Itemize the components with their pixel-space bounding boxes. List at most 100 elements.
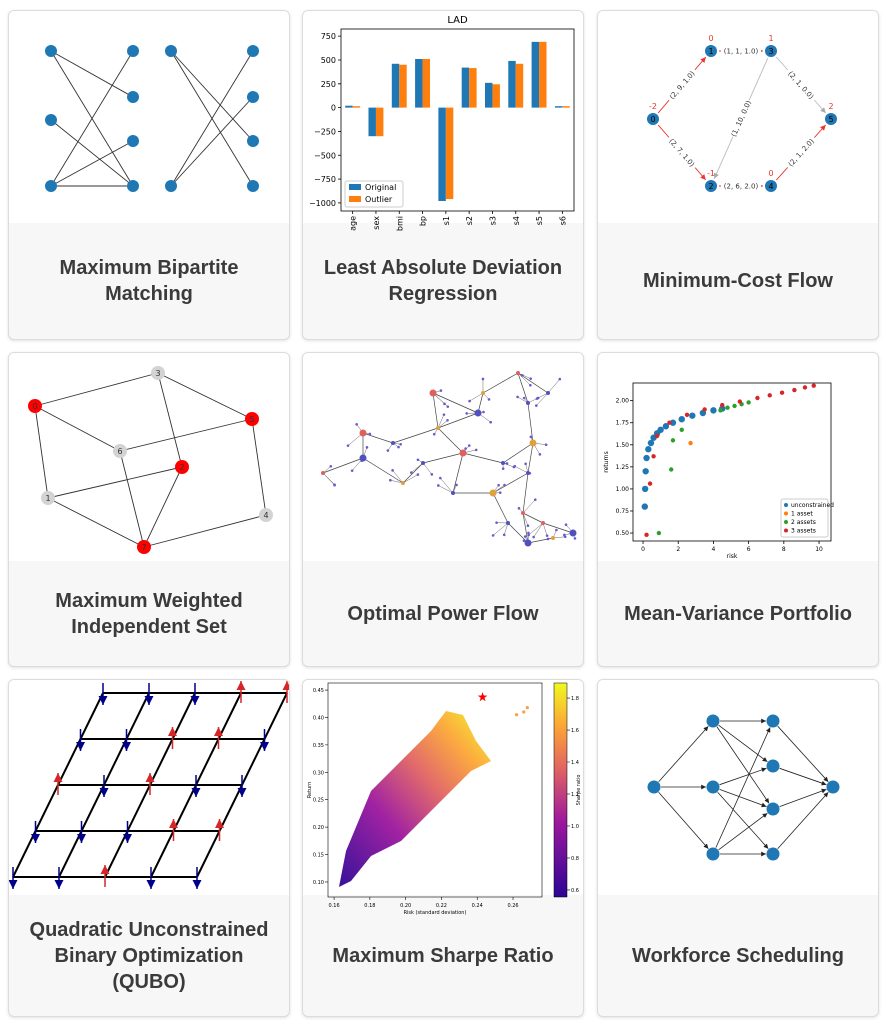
node — [28, 399, 42, 413]
edge-label-bg — [665, 66, 699, 104]
bar — [508, 60, 516, 108]
edge — [34, 405, 121, 452]
scatter-point — [670, 438, 676, 443]
scatter-point — [668, 467, 674, 472]
y-tick-label: 0.15 — [313, 853, 324, 859]
thumbnail-drawing — [45, 45, 259, 192]
bus — [502, 533, 506, 537]
example-card[interactable]: 0 1 2 3 4 5 6 7 Maximum Weighted Independent Set — [8, 352, 290, 667]
scatter-point — [651, 454, 656, 459]
bus — [526, 401, 530, 405]
bus — [333, 483, 336, 487]
edge — [779, 767, 827, 786]
scatter-point — [644, 532, 649, 538]
scatter-point — [642, 468, 649, 475]
legend-label: Original — [365, 183, 396, 192]
scatter-point — [645, 446, 652, 453]
line — [522, 499, 536, 514]
node — [45, 114, 57, 126]
scatter-point — [654, 433, 660, 439]
line — [462, 452, 504, 464]
line — [390, 479, 404, 484]
bus — [529, 439, 537, 447]
line — [547, 378, 560, 394]
supply-label: 2 — [828, 102, 833, 111]
bus — [529, 383, 532, 387]
bar — [469, 68, 477, 108]
node-label: 7 — [141, 543, 146, 552]
x-tick-label: 0.24 — [472, 903, 483, 909]
node-label: 4 — [768, 182, 773, 191]
example-card[interactable]: Quadratic Unconstrained Binary Optimizat… — [8, 679, 290, 1017]
edge — [50, 119, 134, 187]
scatter-point — [732, 403, 737, 409]
example-card[interactable]: 0 2 4 6 8 10 0.50 0.75 1.00 1.25 1.50 1.75 2.00 risk r… — [597, 352, 879, 667]
card-title: Minimum-Cost Flow — [643, 270, 833, 292]
example-card[interactable]: 0.16 0.18 0.20 0.22 0.24 0.26 0.10 0.15 0.20 0.25… — [302, 679, 584, 1017]
bus — [522, 539, 526, 543]
x-tick-label: 4 — [712, 546, 716, 553]
bus — [399, 442, 402, 446]
scatter-cloud — [339, 711, 491, 887]
edge-label: (2, 1, 0.0) — [786, 70, 815, 101]
legend-label: unconstrained — [791, 502, 834, 509]
line — [522, 512, 544, 524]
node — [247, 45, 259, 57]
node — [766, 714, 780, 728]
line — [322, 457, 364, 474]
x-tick-label: 0.26 — [507, 903, 518, 909]
x-tick-label: age — [349, 216, 358, 231]
scatter-point — [767, 393, 772, 398]
node — [127, 45, 139, 57]
thumbnail — [9, 353, 289, 561]
bus — [497, 483, 500, 487]
bus — [526, 524, 530, 528]
bus — [437, 484, 440, 487]
bus — [391, 469, 394, 472]
scatter-point — [725, 405, 730, 410]
line — [492, 522, 509, 536]
edge-label-bg — [728, 98, 754, 139]
x-tick-label: 0 — [641, 546, 645, 553]
scatter-point — [522, 710, 526, 714]
edge — [50, 50, 134, 98]
x-tick-label: s1 — [442, 216, 451, 225]
node — [825, 113, 837, 125]
thumbnail-drawing: 0 1 2 3 4 5 6 7 — [28, 366, 273, 554]
x-tick-label: s3 — [488, 216, 497, 225]
edge — [716, 726, 770, 804]
bus — [464, 447, 467, 450]
bus — [529, 435, 533, 439]
bus — [474, 409, 482, 417]
x-tick-label: 10 — [815, 546, 823, 553]
bus — [410, 471, 413, 474]
node — [245, 412, 259, 426]
example-card[interactable]: Workforce Scheduling — [597, 679, 879, 1017]
y-tick-label: 0 — [331, 104, 336, 113]
node — [247, 180, 259, 192]
line — [542, 522, 574, 534]
line — [492, 492, 509, 524]
x-tick-label: 0.16 — [329, 903, 340, 909]
bus — [523, 535, 527, 538]
example-card[interactable]: Optimal Power Flow — [302, 352, 584, 667]
bus — [506, 521, 510, 525]
node-label: 3 — [768, 47, 773, 56]
edge — [143, 466, 183, 548]
y-tick-label: 0.30 — [313, 770, 324, 776]
card-title: Maximum Weighted Independent Set — [55, 589, 243, 638]
edge-label: (1, 1, 1.0) — [724, 48, 759, 56]
node — [127, 135, 139, 147]
example-card[interactable]: Maximum Bipartite Matching — [8, 10, 290, 340]
scatter-point — [718, 408, 723, 413]
edge — [50, 50, 134, 187]
bus — [501, 467, 505, 470]
legend: Original Outlier — [344, 180, 404, 208]
supply-label: -2 — [649, 102, 657, 111]
edge — [47, 497, 145, 548]
bar — [422, 59, 431, 108]
example-card[interactable]: (1, 1, 1.0) (2, 9, 1.0) (2, 7, 1.0) (1, 10,… — [597, 10, 879, 340]
edge — [34, 405, 49, 499]
example-card[interactable]: LAD −1000 −750 −500 −250 0 250 500 750 age sex bmi b… — [302, 10, 584, 340]
